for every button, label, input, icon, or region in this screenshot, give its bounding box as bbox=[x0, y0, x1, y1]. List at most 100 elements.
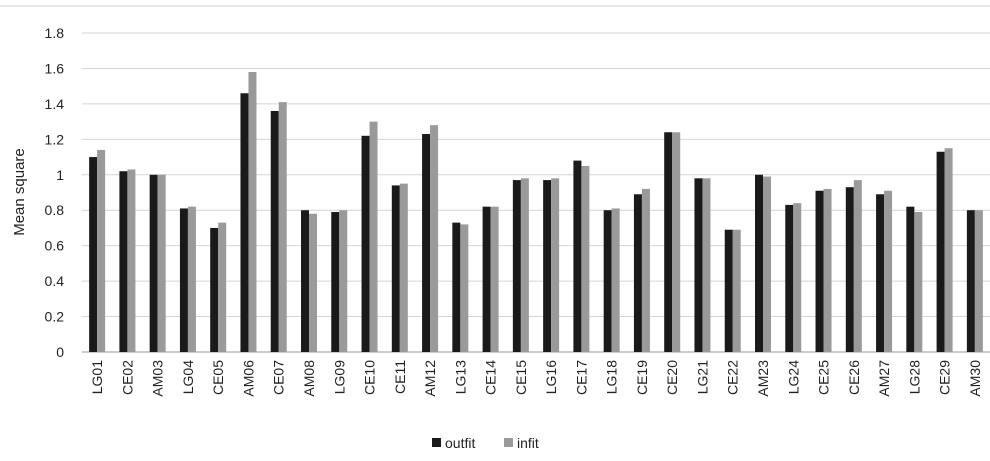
x-tick-label: AM23 bbox=[755, 360, 771, 397]
bar-outfit-ce15 bbox=[512, 180, 521, 352]
bar-outfit-lg13 bbox=[452, 222, 461, 352]
bar-infit-ce14 bbox=[490, 206, 499, 352]
legend-label-infit: infit bbox=[517, 435, 539, 451]
bar-outfit-lg04 bbox=[179, 208, 188, 352]
legend-label-outfit: outfit bbox=[445, 435, 475, 451]
x-tick-label: LG13 bbox=[452, 360, 468, 394]
bar-outfit-ce26 bbox=[845, 187, 854, 352]
x-tick-label: LG18 bbox=[604, 360, 620, 394]
bar-outfit-am08 bbox=[301, 210, 309, 352]
bar-outfit-lg24 bbox=[785, 204, 794, 352]
bar-outfit-am23 bbox=[755, 174, 763, 352]
y-axis-label: Mean square bbox=[11, 148, 28, 236]
x-tick-label: CE20 bbox=[664, 360, 680, 395]
bar-outfit-lg18 bbox=[603, 210, 612, 352]
legend-swatch-outfit bbox=[432, 438, 441, 447]
bar-infit-ce22 bbox=[732, 229, 741, 352]
bar-infit-lg18 bbox=[611, 208, 620, 352]
bars bbox=[89, 71, 983, 353]
bar-infit-ce15 bbox=[520, 178, 529, 352]
y-tick-label: 1.2 bbox=[45, 131, 65, 147]
x-tick-label: CE15 bbox=[513, 360, 529, 395]
x-tick-label: CE11 bbox=[392, 360, 408, 394]
x-tick-label: CE14 bbox=[483, 360, 499, 395]
bar-infit-am08 bbox=[309, 213, 317, 352]
bar-infit-am30 bbox=[974, 210, 983, 352]
bar-infit-lg09 bbox=[339, 210, 348, 352]
bar-outfit-ce10 bbox=[361, 135, 370, 352]
gridlines bbox=[0, 5, 990, 353]
x-tick-label: LG28 bbox=[906, 360, 922, 394]
y-tick-label: 1.8 bbox=[45, 25, 65, 41]
bar-infit-ce25 bbox=[823, 188, 832, 352]
x-tick-label: CE25 bbox=[816, 360, 832, 395]
bar-infit-lg28 bbox=[914, 211, 923, 352]
y-tick-label: 0.4 bbox=[45, 273, 65, 289]
bar-infit-ce26 bbox=[853, 180, 862, 352]
bar-infit-am12 bbox=[430, 125, 439, 353]
bar-infit-ce19 bbox=[641, 188, 650, 352]
y-tick-label: 0.2 bbox=[45, 309, 65, 325]
x-tick-label: LG04 bbox=[180, 360, 196, 394]
x-tick-label: CE19 bbox=[634, 360, 650, 395]
bar-infit-ce02 bbox=[127, 169, 136, 352]
bar-infit-lg13 bbox=[460, 224, 469, 352]
bar-infit-ce29 bbox=[944, 148, 953, 352]
bar-outfit-ce02 bbox=[119, 171, 128, 352]
bar-infit-ce05 bbox=[218, 222, 227, 352]
x-tick-label: AM03 bbox=[150, 360, 166, 397]
x-tick-label: CE17 bbox=[573, 360, 589, 395]
bar-outfit-am03 bbox=[149, 174, 158, 352]
y-tick-labels: 0 0.2 0.4 0.6 0.8 1 1.2 1.4 1.6 1.8 bbox=[45, 25, 65, 360]
bar-infit-ce11 bbox=[399, 183, 408, 352]
bar-outfit-lg01 bbox=[89, 157, 98, 352]
y-tick-label: 1.6 bbox=[45, 60, 65, 76]
bar-outfit-lg09 bbox=[331, 211, 340, 352]
x-tick-label: CE29 bbox=[937, 360, 953, 395]
bar-outfit-ce07 bbox=[270, 110, 279, 352]
bar-infit-lg24 bbox=[793, 203, 802, 352]
bar-outfit-ce25 bbox=[815, 190, 824, 352]
x-tick-label: CE10 bbox=[362, 360, 378, 395]
bar-outfit-lg16 bbox=[543, 180, 552, 352]
x-tick-label: LG21 bbox=[694, 360, 710, 394]
y-tick-label: 1.4 bbox=[45, 96, 65, 112]
bar-infit-am03 bbox=[157, 174, 166, 352]
x-tick-label: LG01 bbox=[89, 360, 105, 394]
bar-outfit-ce05 bbox=[210, 227, 219, 352]
y-tick-label: 0.6 bbox=[45, 238, 65, 254]
bar-infit-ce07 bbox=[278, 102, 287, 352]
x-tick-label: CE26 bbox=[846, 360, 862, 395]
x-tick-label: LG24 bbox=[785, 360, 801, 394]
bar-infit-ce20 bbox=[672, 132, 681, 352]
x-tick-label: AM08 bbox=[301, 360, 317, 397]
x-tick-label: CE07 bbox=[271, 360, 287, 395]
x-tick-label: AM30 bbox=[967, 360, 983, 397]
y-tick-label: 1 bbox=[56, 167, 64, 183]
x-tick-label: AM27 bbox=[876, 360, 892, 397]
bar-infit-am06 bbox=[248, 71, 257, 352]
bar-infit-lg01 bbox=[97, 149, 106, 352]
bar-infit-ce10 bbox=[369, 121, 378, 352]
bar-outfit-lg21 bbox=[694, 178, 703, 352]
x-tick-label: CE05 bbox=[210, 360, 226, 395]
x-tick-label: LG16 bbox=[543, 360, 559, 394]
bar-outfit-am12 bbox=[422, 134, 431, 352]
bar-outfit-am30 bbox=[966, 210, 975, 352]
legend-swatch-infit bbox=[504, 438, 513, 447]
x-tick-label: LG09 bbox=[331, 360, 347, 394]
bar-outfit-lg28 bbox=[906, 206, 915, 352]
x-tick-label: AM06 bbox=[240, 360, 256, 397]
bar-outfit-ce17 bbox=[573, 160, 582, 352]
x-tick-label: CE22 bbox=[725, 360, 741, 395]
bar-infit-lg21 bbox=[702, 178, 711, 352]
bar-outfit-ce22 bbox=[724, 229, 733, 352]
bar-outfit-ce11 bbox=[391, 185, 400, 352]
x-tick-label: AM12 bbox=[422, 360, 438, 397]
bar-outfit-ce19 bbox=[633, 194, 642, 352]
bar-outfit-am27 bbox=[876, 194, 885, 352]
bar-infit-am27 bbox=[884, 190, 893, 352]
bar-outfit-ce29 bbox=[936, 151, 945, 352]
bar-outfit-ce20 bbox=[664, 132, 673, 352]
